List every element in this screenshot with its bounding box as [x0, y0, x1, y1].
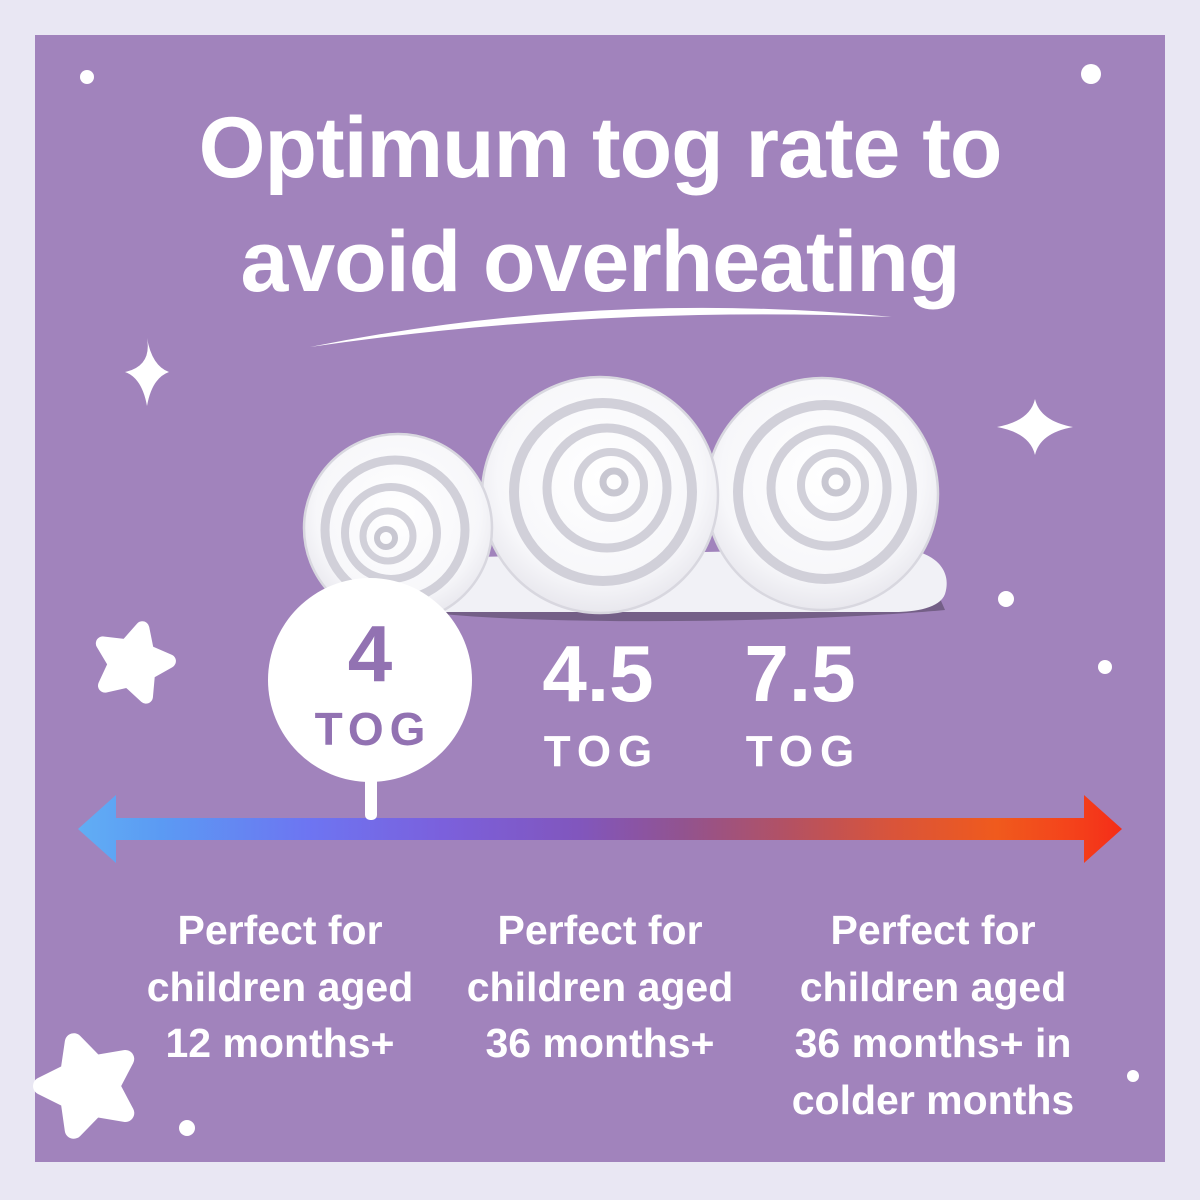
tog-badge-4: 4 TOG: [268, 578, 472, 782]
dot-icon: [1127, 1070, 1139, 1082]
duvet-roll-medium: [480, 375, 720, 615]
tog-value-7-5: 7.5: [744, 629, 856, 718]
dot-icon: [1081, 64, 1101, 84]
temperature-gradient-arrow: [78, 795, 1122, 863]
dot-icon: [998, 591, 1014, 607]
swoosh-underline: [310, 307, 892, 347]
description-4-5-tog: Perfect for children aged 36 months+: [440, 902, 760, 1072]
title-line-1: Optimum tog rate to: [198, 100, 1003, 196]
duvet-roll-small: [302, 432, 494, 624]
description-line: Perfect for: [830, 907, 1036, 953]
sparkle-icon: [125, 338, 169, 406]
sparkle-icon: [997, 399, 1073, 455]
tog-label-4-5: 4.5 TOG: [498, 634, 698, 774]
description-line: 12 months+: [165, 1020, 395, 1067]
description-7-5-tog: Perfect for children aged 36 months+ in …: [768, 902, 1098, 1128]
description-line: children aged: [799, 963, 1067, 1010]
description-line: 36 months+ in: [794, 1020, 1072, 1067]
description-line: colder months: [791, 1076, 1075, 1123]
tog-unit-4: TOG: [314, 703, 432, 755]
tog-value-4: 4: [347, 609, 393, 698]
description-line: Perfect for: [177, 907, 383, 953]
duvet-roll-large: [704, 376, 940, 612]
tog-unit-4-5: TOG: [543, 727, 660, 776]
tog-value-4-5: 4.5: [542, 629, 654, 718]
description-line: Perfect for: [497, 907, 703, 953]
description-4-tog: Perfect for children aged 12 months+: [120, 902, 440, 1072]
description-line: 36 months+: [485, 1020, 715, 1067]
dot-icon: [179, 1120, 195, 1136]
description-line: children aged: [466, 963, 734, 1010]
dot-icon: [1098, 660, 1112, 674]
star-icon: [92, 619, 175, 700]
tog-label-7-5: 7.5 TOG: [700, 634, 900, 774]
dot-icon: [80, 70, 94, 84]
page-title: Optimum tog rate to avoid overheating: [35, 92, 1165, 319]
description-line: children aged: [146, 963, 414, 1010]
tog-unit-7-5: TOG: [745, 727, 862, 776]
pointer-stem: [365, 770, 377, 820]
duvet-roll-image: [302, 375, 947, 624]
title-line-2: avoid overheating: [240, 213, 961, 310]
